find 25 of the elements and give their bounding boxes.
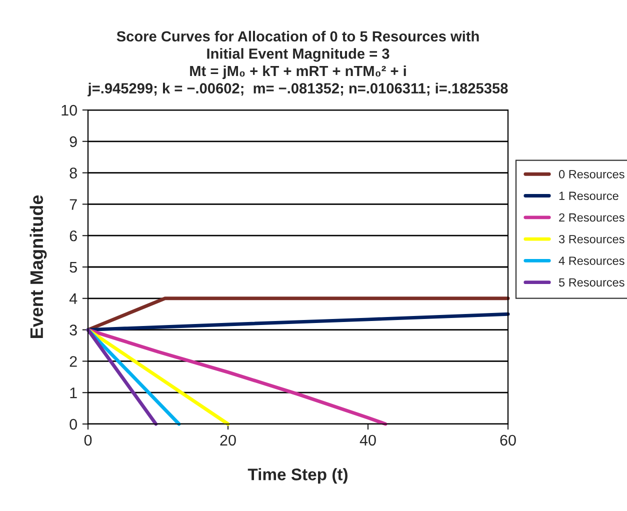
y-tick-label: 7 [70,199,77,210]
y-tick-label: 0 [70,418,77,430]
x-tick-label: 0 [84,434,92,446]
x-tick-label: 40 [360,434,376,446]
y-tick-label: 2 [70,356,77,367]
y-tick-label: 5 [70,262,77,273]
y-tick-label: 4 [69,293,78,304]
x-tick-label: 60 [500,434,516,446]
x-axis-title: Time Step (t) [248,468,348,484]
legend-label: 1 Resource [559,192,618,200]
y-tick-label: 8 [70,168,77,178]
line-series [86,312,510,332]
legend-label: 0 Resources [558,170,624,178]
x-tick-label: 20 [220,434,236,446]
y-tick-label: 6 [70,230,77,242]
legend-label: 2 Resources [559,213,624,222]
y-tick-label: 10 [62,104,77,116]
legend-label: 5 Resources [558,278,624,287]
chart-title: Score Curves for Allocation of 0 to 5 Resources with Initial Event Magnitude = 3 Mt = jM₀ + kT + mRT + nTM₀² + i j=.945299; k = −.00602; m= −.081352; n=.0106311; i=.1825358 [88,30,508,96]
y-tick-label: 9 [70,136,77,148]
y-tick-label: 1 [70,388,77,398]
y-axis-title: Event Magnitude [30,195,47,338]
legend-label: 3 Resources [558,234,624,244]
legend-label: 4 Resources [558,256,624,265]
y-tick-label: 3 [70,324,77,336]
